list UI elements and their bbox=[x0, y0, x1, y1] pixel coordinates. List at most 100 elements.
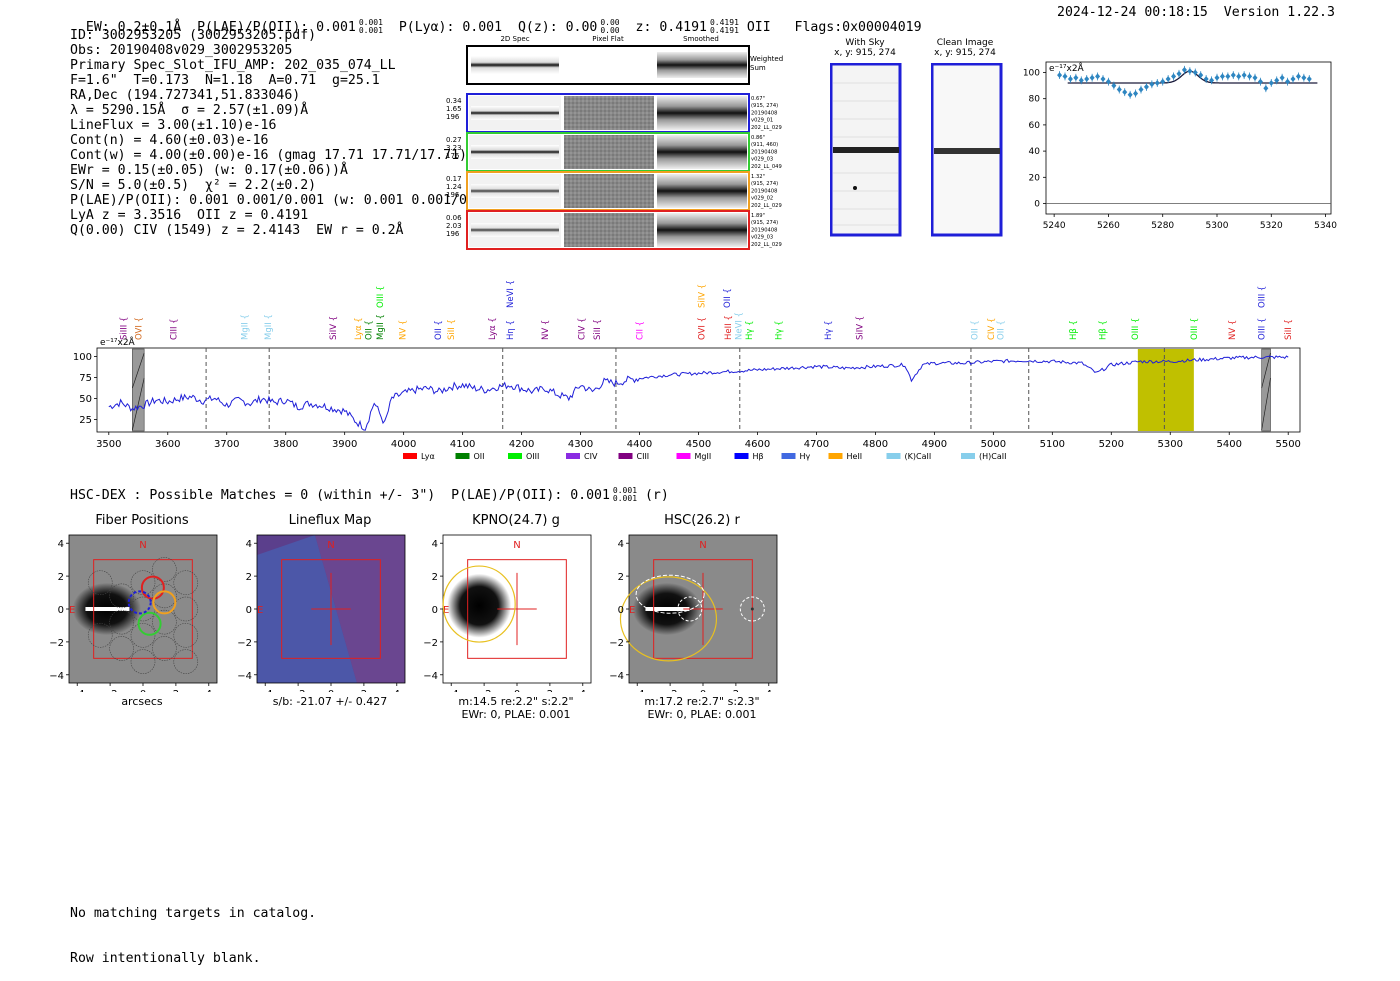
spectrum-ytick-label: 100 bbox=[73, 352, 92, 363]
zoom-ytick-label: 20 bbox=[1029, 173, 1041, 183]
image-ytick-label: −2 bbox=[237, 638, 252, 649]
cutout-header-smooth: Smoothed bbox=[683, 35, 719, 43]
spectrum-xtick-label: 3600 bbox=[155, 439, 180, 450]
emission-line-label: SiII { bbox=[593, 319, 603, 340]
emission-line-label: Lyα { bbox=[354, 317, 364, 340]
spectrum-hatch bbox=[132, 377, 145, 431]
cutout-stat: 196 bbox=[446, 113, 460, 121]
legend-label: Lyα bbox=[421, 452, 435, 461]
cutout-2d-strip bbox=[471, 145, 559, 159]
zoom-data-point bbox=[1062, 73, 1068, 80]
hsc-plae-hi: 0.001 bbox=[612, 486, 638, 495]
cutout-stat: 196 bbox=[446, 191, 460, 199]
emission-line-label: SiIV { bbox=[855, 316, 865, 340]
zoom-data-point bbox=[1252, 74, 1258, 81]
info-line: Cont(w) = 4.00(±0.00)e-16 (gmag 17.71 17… bbox=[70, 148, 467, 163]
image-ytick-label: −2 bbox=[49, 638, 64, 649]
cutout-stat: 0.27 bbox=[446, 136, 462, 144]
source-circle bbox=[677, 596, 703, 622]
zoom-data-point bbox=[1111, 82, 1117, 89]
emission-line-label: MgII { bbox=[264, 314, 274, 340]
weighted-sum-smoothed bbox=[657, 52, 747, 78]
with-sky-title-block: With Sky x, y: 915, 274 bbox=[815, 38, 915, 58]
image-xtick-label: 4 bbox=[766, 689, 772, 692]
zoom-data-point bbox=[1078, 77, 1084, 84]
cutout-pixel-flat bbox=[564, 213, 654, 247]
zoom-data-point bbox=[1219, 73, 1225, 80]
with-sky-image bbox=[830, 63, 902, 237]
catalog-ellipse bbox=[442, 565, 516, 643]
saturation-streak bbox=[645, 607, 690, 611]
spectrum-xtick-label: 3900 bbox=[332, 439, 357, 450]
image-xtick-label: 0 bbox=[140, 689, 146, 692]
header-ew: EW: 0.2±0.1Å bbox=[85, 20, 182, 35]
hsc-plae: P(LAE)/P(OII): 0.001 bbox=[451, 488, 610, 503]
zoom-data-point bbox=[1067, 76, 1073, 83]
legend-swatch bbox=[734, 453, 749, 459]
header-z-lo: 0.4191 bbox=[709, 26, 739, 35]
cutout-stat: 0.06 bbox=[446, 214, 462, 222]
spectrum-xtick-label: 4500 bbox=[686, 439, 711, 450]
emission-line-label: OIII { bbox=[1190, 318, 1200, 340]
image-xtick-label: 2 bbox=[173, 689, 179, 692]
imaging-panels: Fiber Positions N E 4 2 0 −2 −4 −4 −2 0 2 4 arcsecs Li… bbox=[40, 510, 800, 725]
clean-image-xy: x, y: 915, 274 bbox=[934, 48, 996, 58]
spectrum-hatch bbox=[1261, 352, 1271, 389]
info-line: ID: 3002953205 (3002953205.pdf) bbox=[70, 28, 317, 43]
image-ytick-label: 0 bbox=[618, 605, 624, 616]
emission-line-label: Hβ { bbox=[1069, 320, 1079, 340]
cutout-stat: 3.23 bbox=[446, 144, 462, 152]
aperture-box bbox=[93, 559, 193, 659]
cutout-2d-strip bbox=[471, 184, 559, 198]
zoom-data-point bbox=[1176, 70, 1182, 77]
zoom-xtick-label: 5300 bbox=[1206, 221, 1229, 230]
cutout-meta: (915, 274) bbox=[751, 181, 778, 187]
image-panel-canvas: N E 4 2 0 −2 −4 −4 −2 0 2 4 bbox=[49, 534, 218, 692]
header-z-line: OII bbox=[746, 20, 771, 35]
cutout-header-2d: 2D Spec bbox=[500, 35, 529, 43]
zoom-data-point bbox=[1241, 72, 1247, 79]
fiber-circle bbox=[87, 570, 113, 595]
zoom-data-point bbox=[1105, 78, 1111, 85]
image-ytick-label: −4 bbox=[609, 671, 624, 682]
header-plae-hi: 0.001 bbox=[358, 18, 383, 27]
primary-fiber-circle bbox=[127, 590, 152, 615]
zoom-data-point bbox=[1274, 77, 1280, 84]
zoom-data-point bbox=[1084, 76, 1090, 83]
image-xtick-label: 0 bbox=[514, 689, 520, 692]
fiber-circle bbox=[152, 636, 177, 661]
image-ytick-label: 4 bbox=[432, 539, 438, 550]
cutout-pixel-flat bbox=[564, 174, 654, 208]
spectrum-line bbox=[108, 355, 1289, 431]
cutout-smoothed bbox=[657, 135, 747, 169]
zoom-line-plot: e⁻¹⁷x2Å 0 20 40 60 80 100 5240 5260 5280 5300 5320… bbox=[1023, 61, 1337, 230]
image-ytick-label: 0 bbox=[246, 605, 252, 616]
image-ytick-label: −4 bbox=[237, 671, 252, 682]
catalog-ellipse bbox=[619, 576, 718, 662]
spectrum-xtick-label: 5100 bbox=[1040, 439, 1065, 450]
image-xtick-label: −4 bbox=[444, 689, 459, 692]
legend-swatch bbox=[886, 453, 901, 459]
image-ytick-label: −4 bbox=[49, 671, 64, 682]
image-ytick-label: 2 bbox=[432, 572, 438, 583]
legend-swatch bbox=[676, 453, 691, 459]
primary-fiber-circle bbox=[140, 575, 165, 600]
image-panel-xlabel: arcsecs bbox=[121, 695, 163, 708]
zoom-data-point bbox=[1203, 76, 1209, 83]
zoom-data-point bbox=[1133, 90, 1139, 97]
header-timestamp-block: 2024-12-24 00:18:15 Version 1.22.3 bbox=[1057, 5, 1335, 20]
legend-label: (K)CaII bbox=[905, 452, 932, 461]
image-xtick-label: 0 bbox=[328, 689, 334, 692]
zoom-data-point bbox=[1138, 86, 1144, 93]
header-qz-hi: 0.00 bbox=[600, 18, 620, 27]
emission-line-label: OII { bbox=[434, 320, 444, 340]
cutout-meta: 202_LL_029 bbox=[751, 242, 782, 248]
image-xtick-label: −2 bbox=[477, 689, 492, 692]
image-xtick-label: −2 bbox=[103, 689, 118, 692]
cutout-meta: 20190408 bbox=[751, 227, 777, 233]
spectrum-unit-label: e⁻¹⁷x2Å bbox=[100, 336, 136, 348]
zoom-data-point bbox=[1295, 73, 1301, 80]
image-xtick-label: −2 bbox=[663, 689, 678, 692]
image-xtick-label: 4 bbox=[206, 689, 212, 692]
image-ytick-label: 4 bbox=[618, 539, 624, 550]
